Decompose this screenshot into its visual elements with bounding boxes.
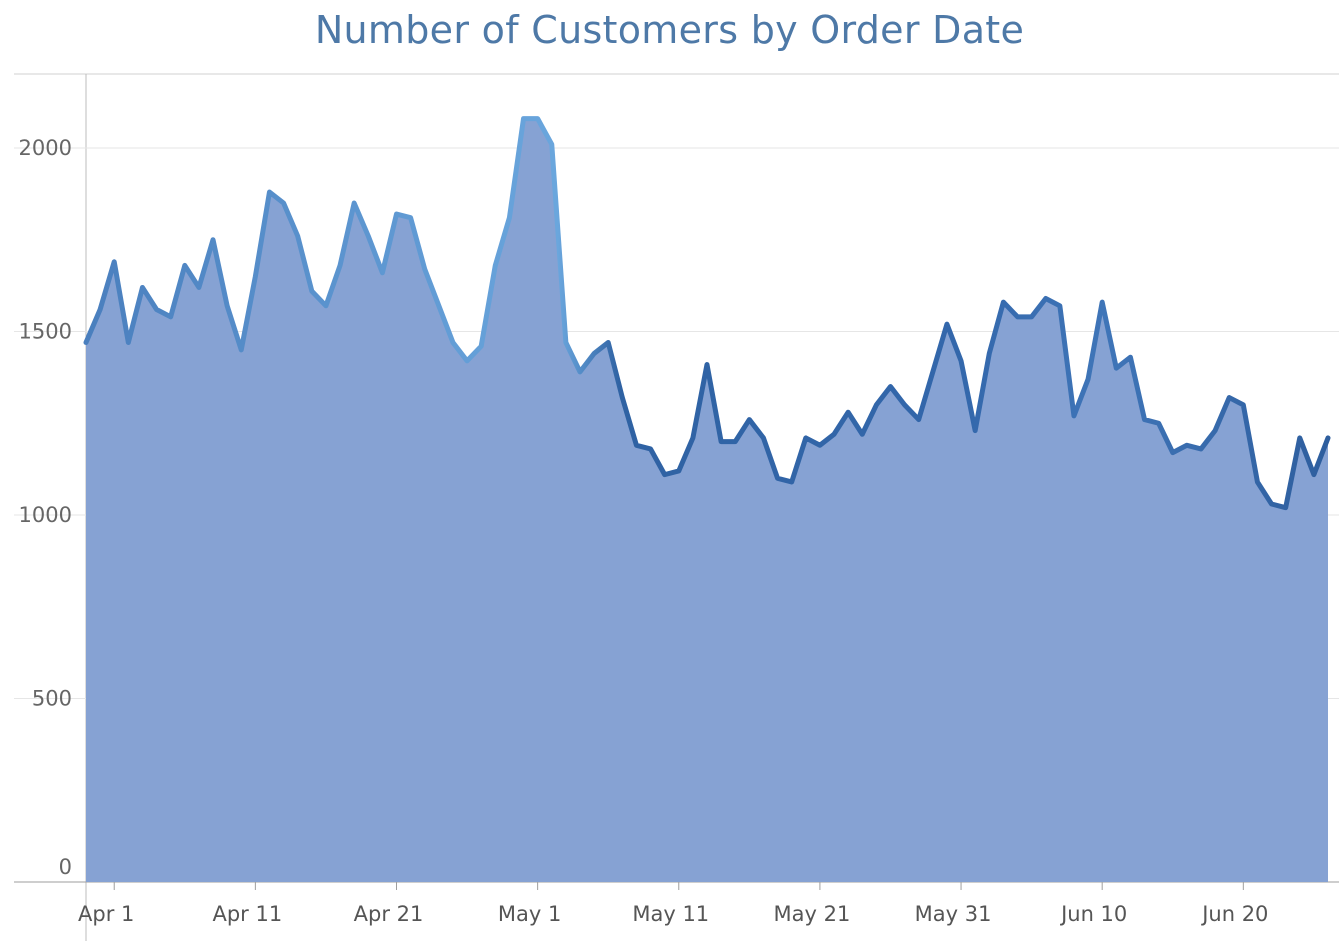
series-line bbox=[83, 116, 1331, 511]
y-tick-label: 2000 bbox=[19, 136, 72, 160]
chart-title: Number of Customers by Order Date bbox=[314, 8, 1025, 52]
area-fill bbox=[86, 118, 1328, 882]
x-tick-label: Apr 1 bbox=[78, 902, 134, 926]
x-tick-label: Apr 11 bbox=[212, 902, 282, 926]
x-tick-label: Jun 10 bbox=[1059, 902, 1127, 926]
x-tick-label: May 21 bbox=[774, 902, 851, 926]
x-tick-label: May 31 bbox=[915, 902, 992, 926]
x-tick-label: Apr 21 bbox=[354, 902, 424, 926]
y-tick-label: 500 bbox=[32, 687, 72, 711]
x-axis: Apr 1 Apr 11 Apr 21 May 1 May 11 May 21 May 31… bbox=[78, 882, 1268, 926]
y-tick-label: 1000 bbox=[19, 503, 72, 527]
y-tick-label: 0 bbox=[59, 855, 72, 879]
x-tick-label: May 1 bbox=[498, 902, 561, 926]
y-axis: 0 500 1000 1500 2000 bbox=[19, 136, 72, 879]
x-tick-label: Jun 20 bbox=[1200, 902, 1268, 926]
y-tick-label: 1500 bbox=[19, 320, 72, 344]
series-area bbox=[83, 116, 1331, 882]
x-tick-label: May 11 bbox=[632, 902, 709, 926]
